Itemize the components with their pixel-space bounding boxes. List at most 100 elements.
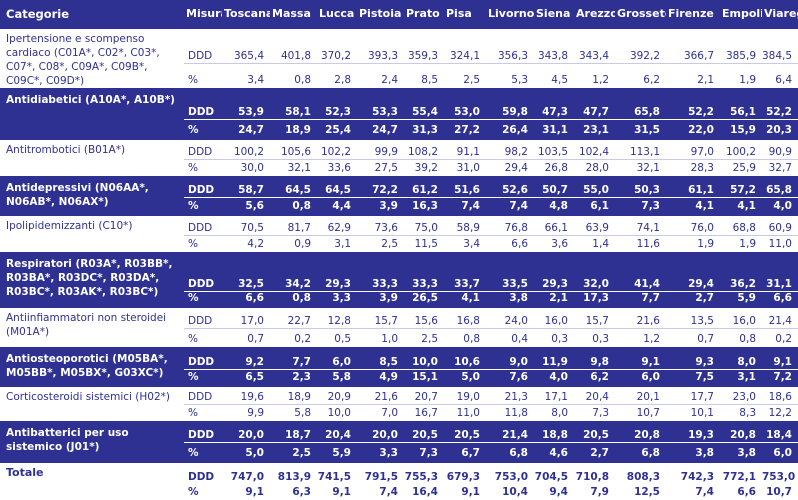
pct-cell: 6,1 <box>574 196 615 215</box>
table-row: % 30,0 32,1 33,6 27,5 39,2 31,0 29,4 26,8 28,0 32,… <box>0 158 798 177</box>
ddd-cell: 36,2 <box>720 252 762 291</box>
pct-cell: 10,7 <box>766 485 792 498</box>
ddd-cell: 20,5 <box>574 420 615 443</box>
category-label: Antibatterici per uso sistemico (J01*) <box>0 420 184 462</box>
pct-cell: 4,0 <box>534 369 574 386</box>
ddd-cell: 64,5 <box>317 176 357 197</box>
ddd-cell: 65,8 <box>615 88 666 119</box>
pct-cell: 5,6 <box>222 196 270 215</box>
table-row: % 6,6 0,8 3,3 3,9 26,5 4,1 3,8 2,1 17,3 7,7 2,7 5,9 6… <box>0 290 798 307</box>
ddd-cell: 52,2 <box>762 88 798 119</box>
ddd-cell: 72,2 <box>357 176 404 197</box>
pct-cell: 1,9 <box>720 234 762 253</box>
header-region: Prato <box>406 7 440 20</box>
ddd-cell: 19,6 <box>222 384 270 405</box>
pct-cell: 24,7 <box>222 118 270 139</box>
category-label: Respiratori (R03A*, R03BB*, R03BA*, R03D… <box>0 252 184 307</box>
pct-cell: 0,8 <box>270 62 317 89</box>
ddd-cell: 100,2 <box>222 138 270 159</box>
pct-cell: 10,4 <box>502 485 528 498</box>
pct-cell: 5,9 <box>720 290 762 307</box>
pct-cell: 6,2 <box>574 369 615 386</box>
pct-cell: 15,9 <box>720 118 762 139</box>
ddd-cell: 343,4 <box>574 26 615 64</box>
ddd-cell: 59,8 <box>486 88 534 119</box>
table-row: % 5,6 0,8 4,4 3,9 16,3 7,4 7,4 4,8 6,1 7,3 4,1 4,1 4,… <box>0 196 798 215</box>
ddd-cell: 772,1 <box>720 460 762 484</box>
pct-cell: 9,1 <box>461 485 480 498</box>
pct-cell: 8,5 <box>404 62 444 89</box>
measure-label: % <box>184 158 222 177</box>
ddd-cell: 18,8 <box>534 420 574 443</box>
measure-label: DDD <box>184 384 222 405</box>
category-label: Antiinfiammatori non steroidei (M01A*) <box>0 305 184 348</box>
pct-cell: 28,0 <box>574 158 615 177</box>
ddd-cell: 76,0 <box>666 214 720 235</box>
pct-cell: 0,8 <box>270 196 317 215</box>
pct-cell: 0,8 <box>270 290 317 307</box>
ddd-cell: 57,2 <box>720 176 762 197</box>
measure-label: % <box>184 290 222 307</box>
ddd-cell: 20,7 <box>404 384 444 405</box>
ddd-cell: 18,4 <box>762 420 798 443</box>
measure-label: % <box>184 328 222 348</box>
ddd-cell: 20,0 <box>357 420 404 443</box>
ddd-cell: 105,6 <box>270 138 317 159</box>
header-region: Siena <box>536 7 571 20</box>
pct-cell: 0,7 <box>666 328 720 348</box>
pct-cell: 1,0 <box>357 328 404 348</box>
pct-cell: 11,5 <box>404 234 444 253</box>
ddd-cell: 29,4 <box>666 252 720 291</box>
ddd-cell: 52,6 <box>486 176 534 197</box>
category-label: Corticosteroidi sistemici (H02*) <box>0 384 184 422</box>
pct-cell: 3,9 <box>357 290 404 307</box>
pct-cell: 0,9 <box>270 234 317 253</box>
measure-label: DDD <box>184 460 222 484</box>
table-row: % 3,4 0,8 2,8 2,4 8,5 2,5 5,3 4,5 1,2 6,2 2,1 1,9 6,4 <box>0 62 798 89</box>
pct-cell: 4,1 <box>720 196 762 215</box>
ddd-cell: 52,3 <box>317 88 357 119</box>
pct-cell: 0,5 <box>317 328 357 348</box>
ddd-cell: 21,4 <box>486 420 534 443</box>
ddd-cell: 8,5 <box>357 346 404 370</box>
ddd-cell: 32,5 <box>222 252 270 291</box>
pct-cell: 3,6 <box>534 234 574 253</box>
table-row: Antidepressivi (N06AA*, N06AB*, N06AX*) D… <box>0 176 798 215</box>
pct-cell: 7,9 <box>590 485 609 498</box>
ddd-cell: 15,6 <box>404 305 444 329</box>
ddd-cell: 12,8 <box>317 305 357 329</box>
ddd-cell: 62,9 <box>317 214 357 235</box>
ddd-cell: 33,3 <box>357 252 404 291</box>
measure-label: % <box>184 196 222 215</box>
pct-cell: 1,9 <box>720 62 762 89</box>
ddd-cell: 11,9 <box>534 346 574 370</box>
pct-cell: 0,8 <box>720 328 762 348</box>
ddd-cell: 753,0 <box>486 460 534 484</box>
ddd-cell: 18,9 <box>270 384 317 405</box>
ddd-cell: 813,9 <box>270 460 317 484</box>
ddd-cell: 41,4 <box>615 252 666 291</box>
pct-cell: 33,6 <box>317 158 357 177</box>
ddd-cell: 33,5 <box>486 252 534 291</box>
pct-cell: 18,9 <box>270 118 317 139</box>
pct-cell: 31,1 <box>534 118 574 139</box>
ddd-cell: 32,0 <box>574 252 615 291</box>
ddd-cell: 24,0 <box>486 305 534 329</box>
category-group: Antidiabetici (A10A*, A10B*) DDD 53,9 58,1 5… <box>0 88 798 139</box>
ddd-cell: 23,0 <box>720 384 762 405</box>
pct-cell: 7,4 <box>695 485 714 498</box>
pct-cell: 3,1 <box>317 234 357 253</box>
pct-cell: 7,4 <box>444 196 486 215</box>
pct-cell: 4,1 <box>666 196 720 215</box>
pct-cell: 15,1 <box>404 369 444 386</box>
category-label: Ipolipidemizzanti (C10*) <box>0 214 184 253</box>
ddd-cell: 53,0 <box>444 88 486 119</box>
ddd-cell: 21,3 <box>486 384 534 405</box>
pct-cell: 3,9 <box>357 196 404 215</box>
ddd-cell: 710,8 <box>574 460 615 484</box>
pct-cell: 1,2 <box>615 328 666 348</box>
measure-label: DDD <box>184 88 222 119</box>
ddd-cell: 9,3 <box>666 346 720 370</box>
category-group: Ipertensione e scompenso cardiaco (C01A*… <box>0 26 798 89</box>
pct-cell: 4,6 <box>534 442 574 462</box>
